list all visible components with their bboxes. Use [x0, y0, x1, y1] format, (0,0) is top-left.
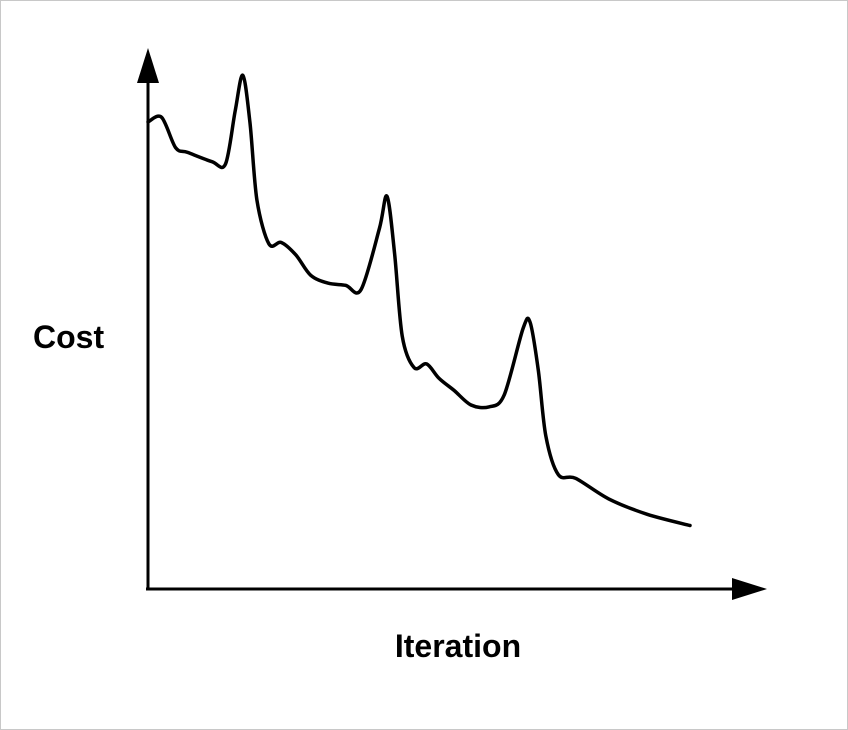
x-axis-arrowhead: [732, 578, 767, 600]
x-axis-label: Iteration: [395, 628, 521, 664]
y-axis-label: Cost: [33, 319, 104, 355]
series-line-cost: [146, 73, 692, 528]
y-axis-arrowhead: [137, 48, 159, 83]
